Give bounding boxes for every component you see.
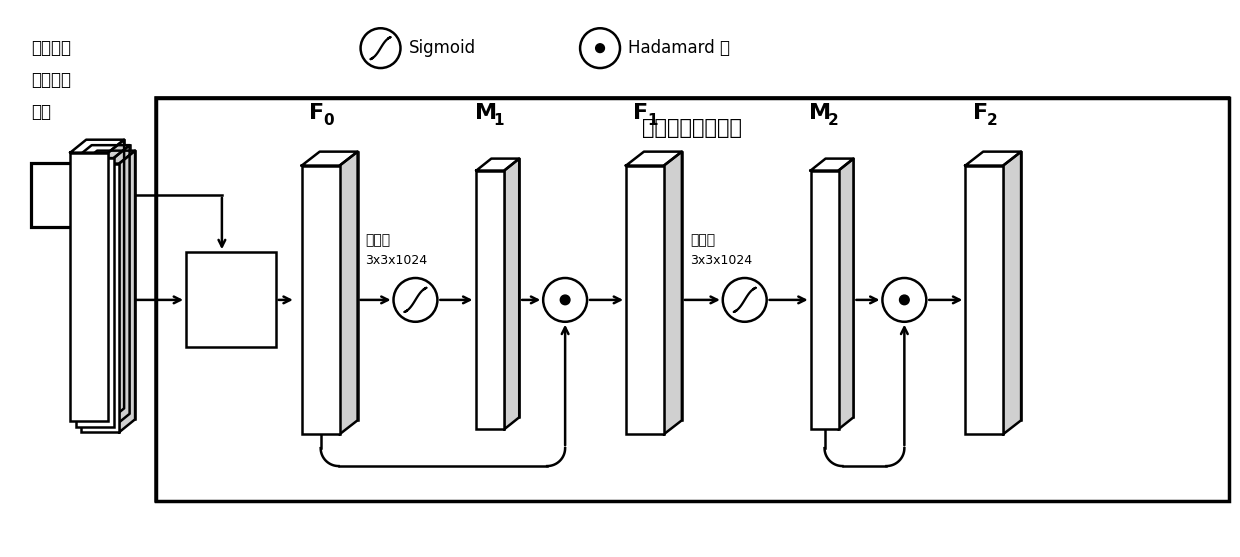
Text: $\mathbf{F}$: $\mathbf{F}$ <box>632 103 647 123</box>
Bar <box>301 165 340 434</box>
Polygon shape <box>114 145 130 427</box>
Bar <box>476 170 505 429</box>
Text: 主干网络: 主干网络 <box>31 39 72 57</box>
Text: RPN: RPN <box>55 186 88 204</box>
Bar <box>81 164 119 432</box>
Text: 输出的特: 输出的特 <box>31 71 72 89</box>
Polygon shape <box>838 159 853 429</box>
Polygon shape <box>626 152 682 165</box>
Polygon shape <box>811 159 853 170</box>
Text: Hadamard 积: Hadamard 积 <box>627 39 730 57</box>
Text: Sigmoid: Sigmoid <box>408 39 476 57</box>
Text: 自适
应池
化: 自适 应池 化 <box>221 265 241 334</box>
Bar <box>320 152 357 421</box>
Polygon shape <box>505 159 520 429</box>
Text: 征图: 征图 <box>31 103 51 121</box>
Polygon shape <box>108 140 124 421</box>
Polygon shape <box>76 145 130 158</box>
Bar <box>644 152 682 421</box>
Bar <box>826 159 853 417</box>
Bar <box>983 152 1021 421</box>
Polygon shape <box>71 140 124 153</box>
Bar <box>811 170 838 429</box>
Polygon shape <box>119 150 135 432</box>
Bar <box>87 140 124 408</box>
Bar <box>626 165 663 434</box>
Bar <box>491 159 520 417</box>
Polygon shape <box>476 159 520 170</box>
Bar <box>92 145 130 414</box>
Circle shape <box>883 278 926 322</box>
Circle shape <box>361 28 401 68</box>
FancyBboxPatch shape <box>156 98 1229 501</box>
Circle shape <box>580 28 620 68</box>
Text: $\mathbf{M}$: $\mathbf{M}$ <box>808 103 831 123</box>
Polygon shape <box>663 152 682 434</box>
Circle shape <box>393 278 438 322</box>
Text: 3x3x1024: 3x3x1024 <box>366 253 428 267</box>
Text: $\mathbf{1}$: $\mathbf{1}$ <box>492 112 503 128</box>
Text: $\mathbf{2}$: $\mathbf{2}$ <box>827 112 838 128</box>
Bar <box>156 98 1229 501</box>
Polygon shape <box>81 150 135 164</box>
Circle shape <box>899 295 909 305</box>
Circle shape <box>595 44 604 52</box>
Text: $\mathbf{1}$: $\mathbf{1}$ <box>647 112 658 128</box>
Bar <box>31 163 112 227</box>
Bar <box>965 165 1003 434</box>
Text: $\mathbf{M}$: $\mathbf{M}$ <box>474 103 496 123</box>
Polygon shape <box>340 152 357 434</box>
Bar <box>186 252 275 346</box>
Text: 3x3x1024: 3x3x1024 <box>689 253 751 267</box>
Bar <box>71 153 108 421</box>
Polygon shape <box>965 152 1021 165</box>
Text: 卷积核: 卷积核 <box>366 233 391 247</box>
Circle shape <box>723 278 766 322</box>
Text: $\mathbf{2}$: $\mathbf{2}$ <box>987 112 998 128</box>
Polygon shape <box>301 152 357 165</box>
Text: $\mathbf{0}$: $\mathbf{0}$ <box>322 112 335 128</box>
Bar <box>76 158 114 427</box>
Circle shape <box>560 295 570 305</box>
Text: $\mathbf{F}$: $\mathbf{F}$ <box>308 103 324 123</box>
Polygon shape <box>1003 152 1021 434</box>
Text: 卷积核: 卷积核 <box>689 233 715 247</box>
Text: $\mathbf{F}$: $\mathbf{F}$ <box>971 103 987 123</box>
Bar <box>97 150 135 419</box>
Circle shape <box>543 278 587 322</box>
Text: 循环自注意力网络: 循环自注意力网络 <box>642 118 743 138</box>
